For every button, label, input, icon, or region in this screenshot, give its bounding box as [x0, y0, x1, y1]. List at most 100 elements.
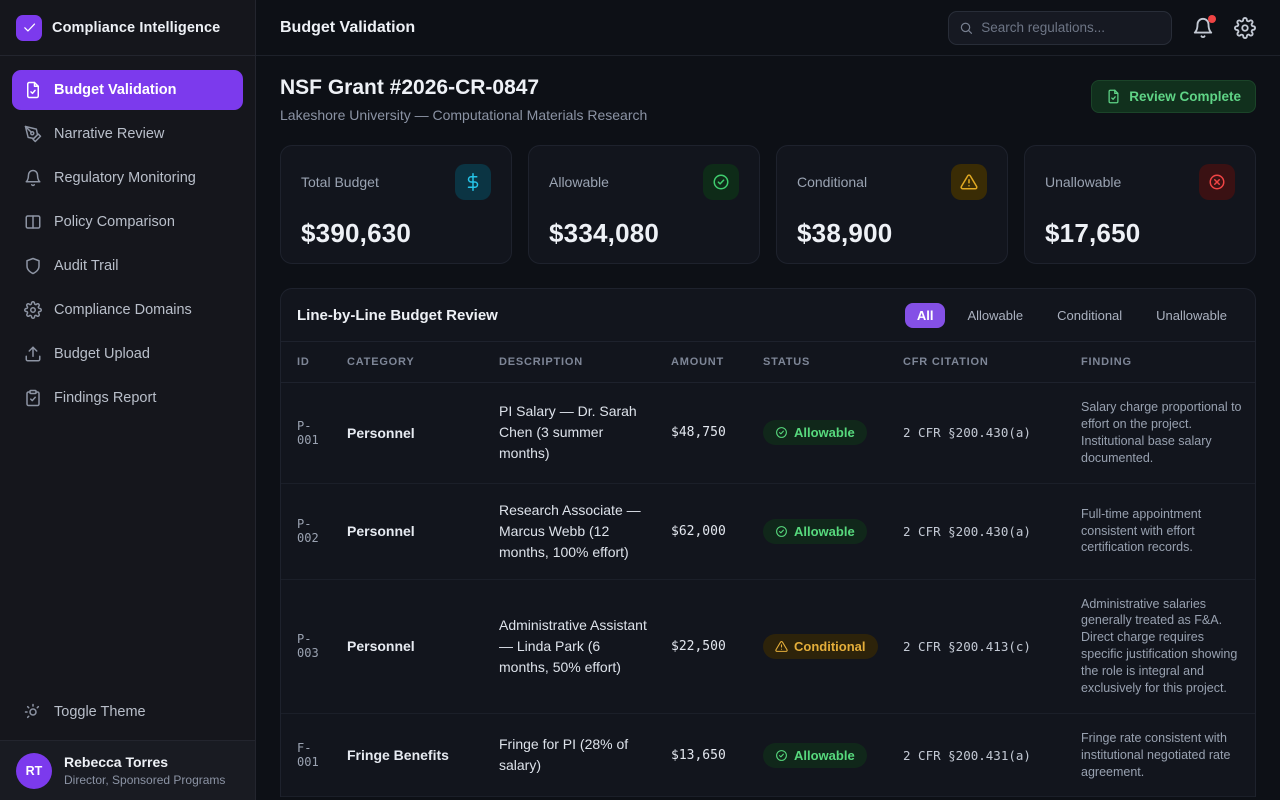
grant-subtitle: Lakeshore University — Computational Mat… — [280, 107, 648, 123]
settings-button[interactable] — [1234, 16, 1256, 39]
columns-icon — [24, 213, 42, 231]
table-column-header-row: ID CATEGORY DESCRIPTION AMOUNT STATUS CFR CIT… — [281, 341, 1255, 383]
check-circle-icon — [775, 426, 788, 439]
sidebar-footer: Toggle Theme — [0, 684, 255, 732]
row-description: Administrative Assistant — Linda Park (6… — [489, 579, 661, 714]
row-finding: Salary charge proportional to effort on … — [1071, 382, 1255, 484]
pen-tool-icon — [24, 125, 42, 143]
notification-dot — [1208, 14, 1216, 23]
sidebar-item-audit-trail[interactable]: Audit Trail — [12, 246, 243, 286]
sidebar-item-label: Budget Upload — [54, 346, 150, 362]
stat-label: Total Budget — [301, 174, 379, 190]
shield-icon — [24, 257, 42, 275]
row-finding: Full-time appointment consistent with ef… — [1071, 483, 1255, 580]
brand: Compliance Intelligence — [0, 0, 255, 56]
sun-moon-icon — [24, 703, 42, 721]
review-complete-button[interactable]: Review Complete — [1091, 80, 1256, 113]
row-description: Research Associate — Marcus Webb (12 mon… — [489, 483, 661, 580]
column-header-description: DESCRIPTION — [489, 341, 661, 383]
check-circle-icon — [775, 749, 788, 762]
check-circle-icon — [703, 164, 739, 200]
column-header-id: ID — [281, 341, 337, 383]
row-amount: $48,750 — [661, 382, 753, 484]
sidebar-item-regulatory-monitoring[interactable]: Regulatory Monitoring — [12, 158, 243, 198]
row-description: PI Salary — Dr. Sarah Chen (3 summer mon… — [489, 382, 661, 484]
sidebar-item-compliance-domains[interactable]: Compliance Domains — [12, 290, 243, 330]
sidebar-nav: Budget Validation Narrative Review Regulat… — [0, 56, 255, 684]
row-citation: 2 CFR §200.431(a) — [893, 713, 1071, 798]
sidebar-item-label: Compliance Domains — [54, 302, 192, 318]
topbar: Budget Validation — [256, 0, 1280, 56]
row-amount: $62,000 — [661, 483, 753, 580]
row-category: Fringe Benefits — [337, 713, 489, 798]
stat-value: $17,650 — [1045, 218, 1141, 248]
gear-icon — [1234, 16, 1256, 39]
row-amount: $13,650 — [661, 713, 753, 798]
row-citation: 2 CFR §200.430(a) — [893, 382, 1071, 484]
table-row[interactable]: P-001 Personnel PI Salary — Dr. Sarah Chen… — [281, 382, 1255, 484]
notifications-button[interactable] — [1192, 14, 1216, 39]
stat-value: $390,630 — [301, 218, 412, 248]
row-amount: $22,500 — [661, 579, 753, 714]
sidebar: Compliance Intelligence Budget Validatio… — [0, 0, 256, 800]
stat-value: $334,080 — [549, 218, 660, 248]
brand-name: Compliance Intelligence — [52, 19, 221, 36]
user-card[interactable]: RT Rebecca Torres Director, Sponsored Pr… — [0, 740, 255, 800]
theme-toggle-button[interactable]: Toggle Theme — [12, 692, 243, 732]
status-badge: Allowable — [763, 518, 867, 544]
sidebar-item-label: Regulatory Monitoring — [54, 170, 196, 186]
filter-all[interactable]: All — [904, 302, 946, 328]
stat-card-allowable: Allowable $334,080 — [528, 145, 760, 264]
row-description: Fringe for PI (28% of salary) — [489, 713, 661, 798]
status-badge: Allowable — [763, 420, 867, 446]
row-status-cell: Allowable — [753, 382, 893, 484]
filter-conditional[interactable]: Conditional — [1057, 307, 1123, 323]
row-status-cell: Conditional — [753, 579, 893, 714]
status-filters: All Allowable Conditional Unallowable — [904, 302, 1239, 328]
row-id: P-001 — [281, 382, 337, 484]
grant-title: NSF Grant #2026-CR-0847 — [280, 76, 540, 99]
stat-value: $38,900 — [797, 218, 893, 248]
row-citation: 2 CFR §200.413(c) — [893, 579, 1071, 714]
column-header-amount: AMOUNT — [661, 341, 753, 383]
column-header-category: CATEGORY — [337, 341, 489, 383]
bell-icon — [1192, 17, 1214, 39]
clipboard-check-icon — [24, 389, 42, 407]
user-role: Director, Sponsored Programs — [64, 772, 226, 787]
stat-card-conditional: Conditional $38,900 — [776, 145, 1008, 264]
table-row[interactable]: F-001 Fringe Benefits Fringe for PI (28% o… — [281, 713, 1255, 798]
stat-label: Unallowable — [1045, 174, 1122, 190]
bell-icon — [24, 169, 42, 187]
content: NSF Grant #2026-CR-0847 Lakeshore Univer… — [256, 56, 1280, 800]
sidebar-item-policy-comparison[interactable]: Policy Comparison — [12, 202, 243, 242]
stat-card-total-budget: Total Budget $390,630 — [280, 145, 512, 264]
file-check-icon — [24, 81, 42, 99]
alert-triangle-icon — [951, 164, 987, 200]
alert-triangle-icon — [775, 640, 788, 653]
budget-table: ID CATEGORY DESCRIPTION AMOUNT STATUS CFR CIT… — [281, 341, 1255, 798]
row-finding: Fringe rate consistent with institutiona… — [1071, 713, 1255, 798]
filter-unallowable[interactable]: Unallowable — [1156, 307, 1227, 323]
filter-allowable[interactable]: Allowable — [967, 307, 1024, 323]
sidebar-item-budget-validation[interactable]: Budget Validation — [12, 70, 243, 110]
table-header: Line-by-Line Budget Review All Allowable C… — [281, 289, 1255, 341]
sidebar-item-findings-report[interactable]: Findings Report — [12, 378, 243, 418]
x-circle-icon — [1199, 164, 1235, 200]
table-row[interactable]: P-003 Personnel Administrative Assistant —… — [281, 579, 1255, 714]
stat-label: Conditional — [797, 174, 868, 190]
stat-label: Allowable — [549, 174, 609, 190]
page-title: Budget Validation — [280, 18, 416, 36]
search-input[interactable] — [981, 20, 1161, 35]
search-box[interactable] — [948, 10, 1172, 45]
avatar: RT — [16, 752, 52, 789]
sidebar-item-budget-upload[interactable]: Budget Upload — [12, 334, 243, 374]
sidebar-item-label: Findings Report — [54, 390, 157, 406]
table-row[interactable]: P-002 Personnel Research Associate — Marcu… — [281, 483, 1255, 580]
row-id: P-003 — [281, 579, 337, 714]
row-finding: Administrative salaries generally treate… — [1071, 579, 1255, 714]
row-id: F-001 — [281, 713, 337, 798]
sidebar-item-narrative-review[interactable]: Narrative Review — [12, 114, 243, 154]
grant-header: NSF Grant #2026-CR-0847 Lakeshore Univer… — [280, 76, 1256, 123]
status-badge: Conditional — [763, 633, 878, 659]
brand-logo-check-icon — [16, 14, 42, 41]
